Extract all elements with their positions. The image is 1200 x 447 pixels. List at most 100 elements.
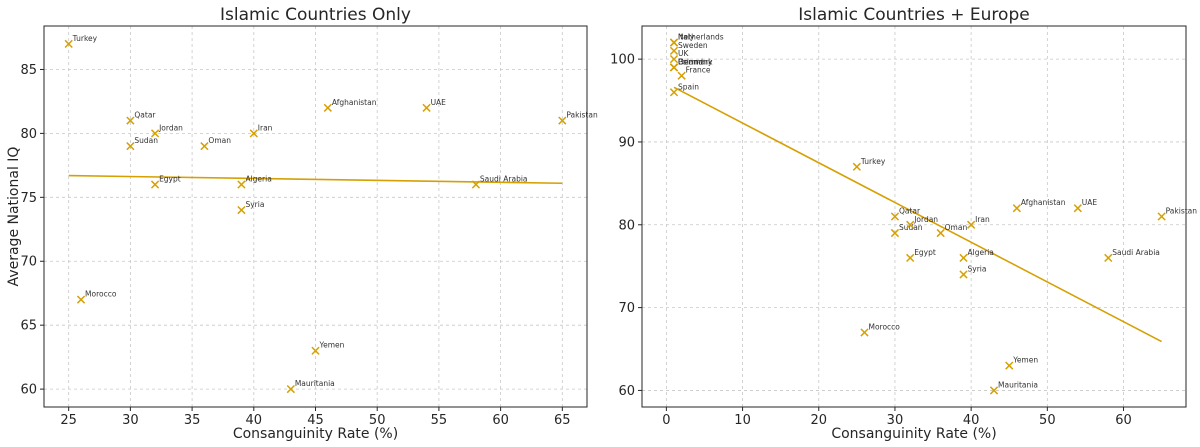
- marker-stroke: [76, 295, 86, 304]
- x-tick-label: 60: [492, 413, 509, 428]
- data-point-saudi-arabia: [471, 180, 481, 189]
- point-label-qatar: Qatar: [899, 207, 921, 216]
- point-label-france: France: [686, 66, 711, 75]
- point-label-spain: Spain: [678, 82, 699, 91]
- point-label-pakistan: Pakistan: [566, 111, 598, 120]
- data-point-france: [677, 71, 686, 80]
- marker-stroke: [852, 162, 861, 171]
- y-tick-label: 80: [618, 218, 635, 233]
- data-point-spain: [669, 88, 679, 97]
- data-point-uae: [422, 103, 431, 112]
- marker-stroke: [150, 180, 160, 189]
- marker-stroke: [959, 270, 968, 279]
- marker-stroke: [860, 328, 869, 337]
- data-point-syria: [959, 270, 968, 279]
- marker-stroke: [558, 116, 567, 125]
- data-point-morocco: [860, 328, 869, 337]
- marker-stroke: [906, 253, 915, 263]
- plot-frame: [641, 25, 1187, 408]
- marker-stroke: [126, 142, 135, 151]
- point-label-algeria: Algeria: [968, 248, 994, 257]
- marker-stroke: [1157, 212, 1166, 221]
- marker-stroke: [669, 46, 679, 55]
- trend-line: [673, 86, 1162, 343]
- point-label-poland: Poland: [678, 57, 703, 66]
- data-point-uae: [1073, 204, 1082, 213]
- x-tick-label: 35: [184, 413, 201, 428]
- data-point-syria: [237, 205, 246, 215]
- x-tick-label: 60: [1115, 413, 1132, 428]
- point-label-syria: Syria: [968, 264, 987, 273]
- y-tick-label: 70: [20, 255, 37, 270]
- x-tick-label: 10: [734, 413, 751, 428]
- data-point-pakistan: [558, 116, 567, 125]
- data-point-iran: [249, 129, 258, 138]
- point-label-afghanistan: Afghanistan: [332, 98, 377, 107]
- marker-stroke: [150, 129, 160, 138]
- marker-stroke: [249, 129, 258, 138]
- point-label-yemen: Yemen: [319, 341, 345, 350]
- x-tick-label: 40: [963, 413, 980, 428]
- x-tick-label: 50: [369, 413, 386, 428]
- y-tick-label: 90: [618, 135, 635, 150]
- marker-stroke: [1104, 253, 1113, 263]
- point-label-yemen: Yemen: [1012, 356, 1038, 365]
- point-label-iran: Iran: [258, 123, 273, 132]
- marker-stroke: [1012, 204, 1021, 213]
- trend-line: [68, 174, 563, 185]
- data-point-yemen: [1005, 361, 1014, 370]
- y-tick-label: 75: [20, 191, 37, 206]
- point-label-morocco: Morocco: [85, 290, 117, 299]
- data-point-algeria: [959, 253, 968, 263]
- x-tick-label: 25: [60, 413, 77, 428]
- point-label-syria: Syria: [245, 200, 264, 209]
- data-point-egypt: [150, 180, 160, 189]
- data-point-iran: [967, 220, 976, 229]
- y-tick-label: 60: [618, 384, 635, 399]
- marker-stroke: [890, 212, 900, 221]
- chart-title: Islamic Countries Only: [220, 5, 411, 25]
- x-tick-label: 45: [307, 413, 324, 428]
- x-tick-label: 65: [554, 413, 571, 428]
- y-tick-label: 70: [618, 301, 635, 316]
- y-tick-label: 85: [20, 63, 37, 78]
- data-point-uk: [669, 55, 679, 64]
- point-label-netherlands: Netherlands: [678, 33, 724, 42]
- point-label-uae: UAE: [1082, 198, 1098, 207]
- point-label-uae: UAE: [431, 98, 447, 107]
- marker-stroke: [967, 220, 976, 229]
- marker-stroke: [237, 180, 246, 189]
- data-point-mauritania: [989, 386, 999, 395]
- marker-stroke: [237, 205, 246, 215]
- marker-stroke: [669, 55, 679, 64]
- y-tick-label: 80: [20, 127, 37, 142]
- marker-stroke: [669, 63, 679, 72]
- marker-stroke: [471, 180, 481, 189]
- point-label-pakistan: Pakistan: [1166, 207, 1198, 216]
- data-point-morocco: [76, 295, 86, 304]
- marker-stroke: [989, 386, 999, 395]
- marker-stroke: [669, 88, 679, 97]
- point-label-egypt: Egypt: [914, 248, 936, 257]
- data-point-qatar: [890, 212, 900, 221]
- y-tick-label: 60: [20, 383, 37, 398]
- point-label-qatar: Qatar: [134, 111, 156, 120]
- point-label-afghanistan: Afghanistan: [1021, 198, 1066, 207]
- data-point-saudi-arabia: [1104, 253, 1113, 263]
- data-point-jordan: [906, 220, 915, 229]
- point-label-uk: UK: [678, 49, 689, 58]
- point-label-egypt: Egypt: [159, 175, 181, 184]
- x-tick-label: 40: [246, 413, 263, 428]
- point-label-saudi-arabia: Saudi Arabia: [480, 175, 528, 184]
- data-point-turkey: [64, 39, 73, 49]
- y-tick-label: 65: [20, 319, 37, 334]
- data-point-algeria: [237, 180, 246, 189]
- marker-stroke: [286, 384, 295, 394]
- marker-stroke: [422, 103, 431, 112]
- data-point-sudan: [890, 228, 900, 238]
- point-label-turkey: Turkey: [860, 157, 886, 166]
- data-point-egypt: [906, 253, 915, 263]
- x-tick-label: 30: [122, 413, 139, 428]
- chart-title: Islamic Countries + Europe: [798, 5, 1029, 25]
